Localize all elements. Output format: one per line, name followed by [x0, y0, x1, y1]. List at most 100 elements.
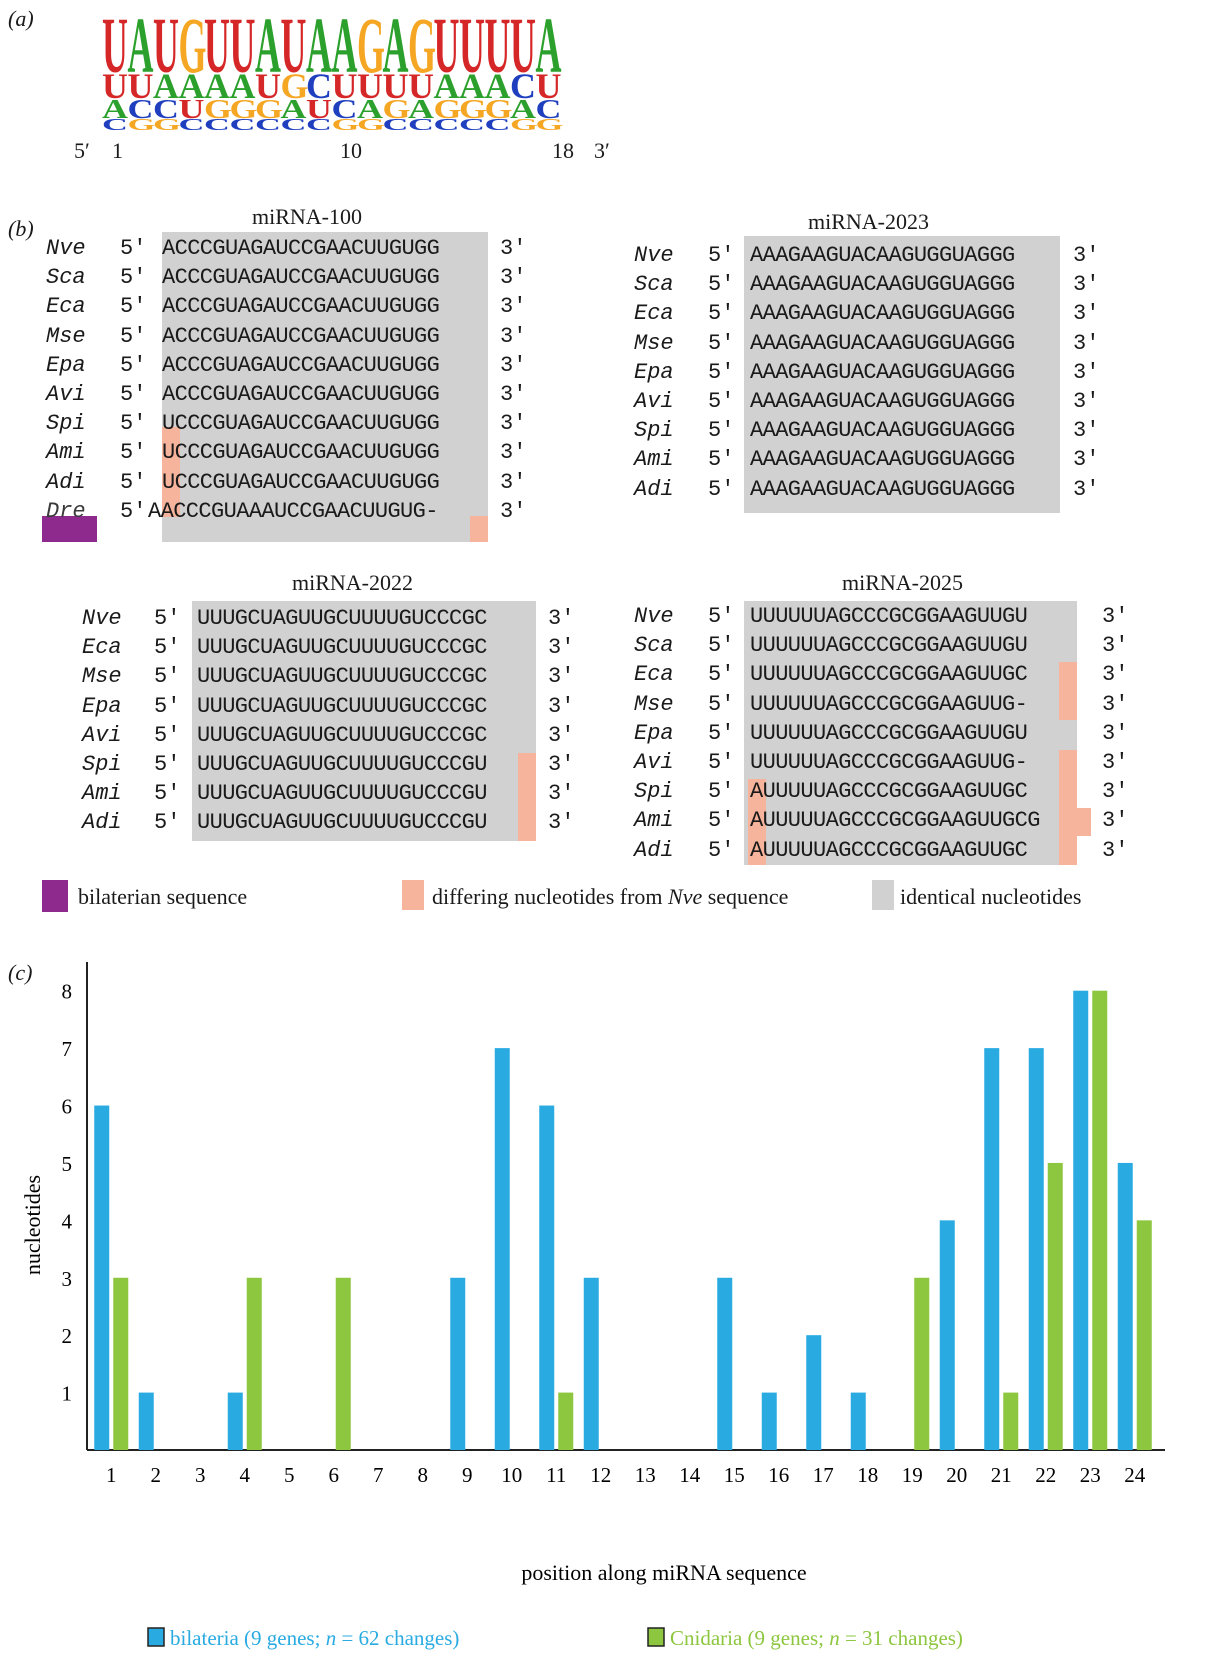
logo-letter-U: U: [179, 94, 205, 124]
mirna-100-title: miRNA-100: [252, 204, 362, 229]
logo-letter-G: G: [281, 66, 309, 106]
five-prime-label: 5′: [154, 606, 181, 631]
x-tick-label: 7: [373, 1463, 384, 1487]
bar-bilateria: [806, 1335, 822, 1450]
three-prime-label: 3′: [500, 265, 527, 291]
three-prime-label: 3′: [500, 323, 527, 349]
bar-bilateria: [850, 1392, 866, 1450]
sequence-text: AAAGAAGUACAAGUGGUAGGG: [750, 476, 1015, 502]
five-prime-label: 5′: [708, 359, 735, 385]
logo-letter-C: C: [281, 116, 307, 130]
sequence-text: AAAGAAGUACAAGUGGUAGGG: [750, 389, 1015, 414]
bar-bilateria: [717, 1277, 733, 1450]
x-tick-label: 11: [546, 1463, 566, 1487]
three-prime-label: 3′: [1073, 418, 1100, 444]
three-prime-label: 3′: [1073, 447, 1100, 473]
species-label: Eca: [634, 662, 674, 688]
differing-highlight: [748, 779, 766, 865]
three-prime-label: 3′: [500, 411, 527, 437]
five-prime-label: 5′: [708, 272, 735, 298]
legend-label-pre: Cnidaria (9 genes;: [670, 1626, 829, 1650]
bar-cnidaria: [1092, 990, 1108, 1450]
logo-letter-U: U: [383, 66, 409, 106]
five-prime-label: 5′: [708, 750, 735, 775]
three-prime-label: 3′: [1102, 691, 1129, 717]
mirna-2025-title: miRNA-2025: [842, 570, 963, 595]
logo-letter-A: A: [332, 10, 358, 90]
five-prime-label: 5′: [154, 664, 181, 690]
three-prime-label: 3′: [1073, 476, 1100, 502]
logo-letter-A: A: [485, 66, 511, 106]
logo-letter-G: G: [485, 94, 513, 124]
sequence-text: UUUGCUAGUUGCUUUUGUCCCGU: [197, 752, 487, 777]
species-label: Eca: [46, 294, 86, 320]
logo-letter-C: C: [153, 94, 179, 124]
identical-highlight: [744, 601, 1077, 865]
bar-cnidaria: [246, 1277, 262, 1450]
y-tick-label: 6: [62, 1095, 73, 1119]
logo-letter-A: A: [434, 66, 460, 106]
sequence-text: AAAGAAGUACAAGUGGUAGGG: [750, 243, 1015, 268]
logo-three-prime: 3′: [594, 138, 610, 163]
legend-label: bilateria (9 genes; n = 62 changes): [170, 1626, 459, 1650]
logo-letter-U: U: [510, 10, 536, 90]
bar-cnidaria: [113, 1277, 129, 1450]
species-label: Spi: [634, 779, 674, 805]
sequence-text: UUUGCUAGUUGCUUUUGUCCCGU: [197, 810, 487, 836]
logo-letter-G: G: [230, 94, 258, 124]
panel-b-label: (b): [8, 216, 34, 241]
logo-letter-U: U: [255, 66, 281, 106]
five-prime-label: 5′: [120, 411, 147, 437]
sequence-text: ACCCGUAGAUCCGAACUUGUGG: [162, 323, 440, 349]
bar-bilateria: [450, 1277, 466, 1450]
sequence-text: UUUUUUAGCCCGCGGAAGUUGC: [750, 662, 1028, 688]
identical-highlight: [744, 236, 1060, 513]
legend-label-pre: bilateria (9 genes;: [170, 1626, 326, 1650]
sequence-text: UUUGCUAGUUGCUUUUGUCCCGC: [197, 606, 487, 631]
logo-letter-A: A: [153, 66, 179, 106]
logo-letter-C: C: [128, 94, 154, 124]
three-prime-label: 3′: [548, 693, 575, 719]
five-prime-label: 5′: [708, 301, 735, 327]
x-tick-label: 22: [1035, 1463, 1056, 1487]
y-tick-label: 1: [62, 1382, 73, 1406]
x-tick-label: 6: [329, 1463, 340, 1487]
species-label: Epa: [46, 352, 86, 378]
sequence-text: AUUUUUAGCCCGCGGAAGUUGC: [750, 779, 1028, 805]
logo-pos-10: 10: [340, 138, 362, 163]
sequence-text: UUUUUUAGCCCGCGGAAGUUG-: [750, 750, 1028, 775]
species-label: Sca: [46, 265, 86, 291]
sequence-text: AAAGAAGUACAAGUGGUAGGG: [750, 272, 1015, 298]
five-prime-label: 5′: [708, 243, 735, 268]
panel-a-label: (a): [8, 6, 34, 31]
bar-bilateria: [138, 1392, 154, 1450]
five-prime-label: 5′: [120, 265, 147, 291]
logo-letter-C: C: [204, 116, 230, 130]
sequence-text: UUUUUUAGCCCGCGGAAGUUG-: [750, 691, 1028, 717]
five-prime-label: 5′: [708, 604, 735, 629]
logo-letter-G: G: [408, 10, 436, 90]
sequence-text: UUUGCUAGUUGCUUUUGUCCCGC: [197, 664, 487, 690]
logo-letter-G: G: [204, 94, 232, 124]
logo-letter-A: A: [230, 66, 256, 106]
y-tick-label: 3: [62, 1267, 73, 1291]
legend-label-n: n: [326, 1626, 337, 1650]
logo-letter-A: A: [408, 94, 434, 124]
species-label: Adi: [82, 810, 122, 836]
identical-highlight: [192, 601, 536, 841]
three-prime-label: 3′: [1102, 633, 1129, 659]
logo-letter-A: A: [128, 10, 154, 90]
y-axis-label: nucleotides: [20, 1175, 45, 1275]
x-tick-label: 8: [418, 1463, 429, 1487]
logo-letter-U: U: [459, 10, 485, 90]
logo-letter-U: U: [485, 10, 511, 90]
x-tick-label: 2: [151, 1463, 162, 1487]
logo-letter-U: U: [332, 66, 358, 106]
legend-differing-post: sequence: [702, 884, 789, 909]
five-prime-label: 5′: [120, 294, 147, 320]
bar-cnidaria: [1047, 1162, 1063, 1450]
x-tick-label: 15: [724, 1463, 745, 1487]
species-label: Sca: [634, 633, 674, 659]
logo-letter-U: U: [281, 10, 307, 90]
legend-label-post: = 62 changes): [336, 1626, 459, 1650]
